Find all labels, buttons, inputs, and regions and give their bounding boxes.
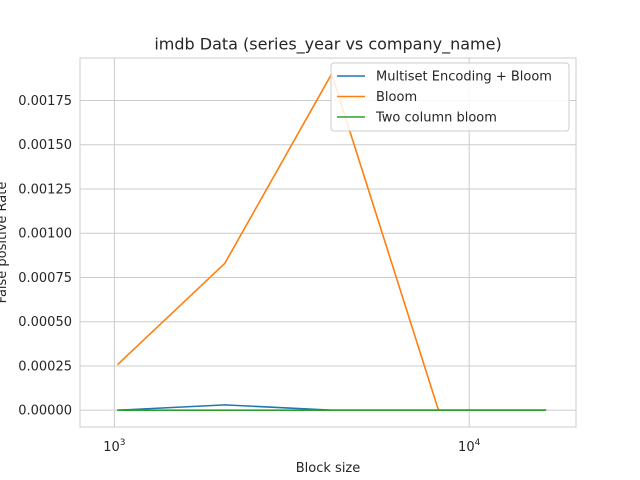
- x-tick-label: 104: [458, 438, 481, 455]
- legend-label: Two column bloom: [375, 111, 497, 126]
- y-tick-label: 0.00150: [18, 138, 72, 153]
- y-axis-label: False positive Rate: [0, 182, 10, 304]
- y-tick-label: 0.00000: [18, 404, 72, 419]
- y-tick-label: 0.00100: [18, 227, 72, 242]
- x-tick-label: 103: [103, 438, 125, 455]
- y-tick-label: 0.00050: [18, 315, 72, 330]
- y-tick-label: 0.00125: [18, 182, 72, 197]
- chart-title: imdb Data (series_year vs company_name): [154, 35, 501, 55]
- y-tick-label: 0.00075: [18, 271, 72, 286]
- y-tick-label: 0.00175: [18, 94, 72, 109]
- y-tick-label: 0.00025: [18, 359, 72, 374]
- legend-label: Bloom: [376, 90, 417, 105]
- x-axis-label: Block size: [296, 461, 361, 476]
- legend-label: Multiset Encoding + Bloom: [376, 70, 552, 85]
- tick-labels: 0.00000 0.00025 0.00050 0.00075 0.00100 0.001…: [18, 94, 480, 455]
- legend-entries: Multiset Encoding + Bloom Bloom Two column…: [337, 70, 552, 126]
- legend-box: [330, 62, 570, 132]
- plot-frame: [79, 57, 577, 428]
- legend: Multiset Encoding + Bloom Bloom Two column…: [330, 62, 570, 132]
